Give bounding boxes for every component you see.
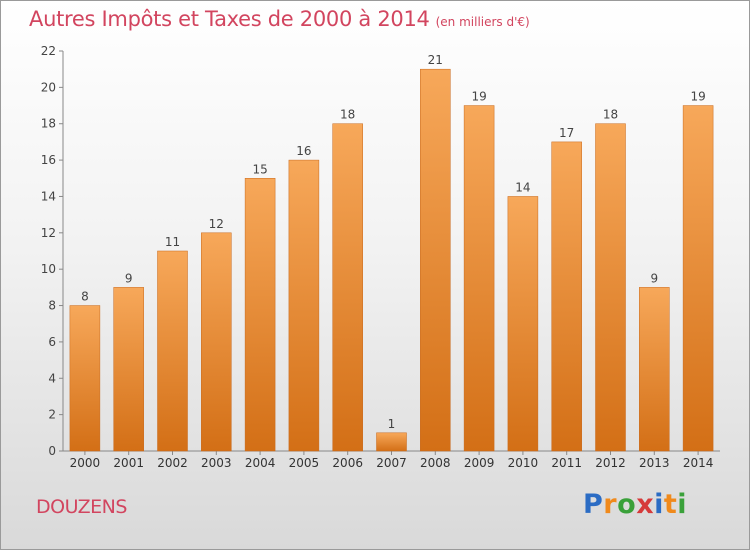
value-label-2012: 18	[603, 108, 618, 122]
x-tick-label-2004: 2004	[245, 456, 276, 470]
y-tick-label: 12	[41, 226, 56, 240]
x-tick-label-2014: 2014	[683, 456, 714, 470]
x-tick-label-2003: 2003	[201, 456, 232, 470]
bar-2002	[157, 250, 188, 452]
bar-2007	[376, 432, 407, 452]
value-label-2000: 8	[81, 290, 89, 304]
proxiti-logo[interactable]: Proxiti	[583, 489, 687, 520]
logo-letter: P	[583, 489, 604, 520]
x-tick-label-2006: 2006	[332, 456, 363, 470]
x-tick-label-2005: 2005	[289, 456, 320, 470]
logo-letter: o	[617, 489, 637, 520]
bars: 8 9 11 12 15 16 18 1 21 19 14 17 18 9 19	[69, 53, 714, 452]
x-tick-label-2007: 2007	[376, 456, 407, 470]
logo-letter: i	[677, 489, 688, 520]
title-row: Autres Impôts et Taxes de 2000 à 2014 (en…	[29, 7, 530, 31]
y-tick-label: 16	[41, 153, 56, 167]
y-tick-label: 4	[48, 371, 56, 385]
value-label-2001: 9	[125, 271, 133, 285]
value-label-2002: 11	[165, 235, 180, 249]
x-tick-label-2008: 2008	[420, 456, 451, 470]
x-tick-label-2001: 2001	[113, 456, 144, 470]
bar-2014	[682, 105, 714, 452]
value-label-2009: 19	[471, 90, 486, 104]
logo-letter: r	[603, 489, 618, 520]
bar-2008	[420, 68, 451, 452]
y-tick-label: 2	[48, 408, 56, 422]
bar-2003	[201, 232, 232, 452]
bar-2012	[595, 123, 626, 452]
x-tick-label-2011: 2011	[551, 456, 582, 470]
bar-2006	[332, 123, 363, 452]
commune-name: DOUZENS	[36, 496, 127, 518]
bar-2009	[463, 105, 495, 452]
y-tick-label: 20	[41, 80, 56, 94]
bar-2010	[507, 196, 539, 452]
bar-2004	[244, 178, 276, 452]
bar-2001	[113, 287, 144, 452]
value-label-2005: 16	[296, 144, 311, 158]
y-tick-label: 8	[48, 299, 56, 313]
chart-title: Autres Impôts et Taxes de 2000 à 2014	[29, 7, 430, 31]
bar-2011	[551, 141, 582, 452]
logo-letter: t	[663, 489, 678, 520]
value-label-2006: 18	[340, 108, 355, 122]
logo-letter: x	[636, 489, 655, 520]
value-label-2011: 17	[559, 126, 574, 140]
x-tick-label-2000: 2000	[70, 456, 101, 470]
y-tick-label: 14	[41, 189, 56, 203]
x-tick-label-2009: 2009	[464, 456, 495, 470]
y-tick-label: 18	[41, 117, 56, 131]
bar-2013	[639, 287, 670, 452]
logo-letter: i	[654, 489, 664, 520]
value-label-2003: 12	[209, 217, 224, 231]
y-tick-label: 22	[41, 44, 56, 58]
value-label-2010: 14	[515, 180, 530, 194]
value-label-2004: 15	[252, 162, 267, 176]
bar-2005	[288, 159, 320, 452]
y-tick-label: 10	[41, 262, 56, 276]
x-tick-label-2012: 2012	[595, 456, 626, 470]
value-label-2007: 1	[388, 417, 396, 431]
y-tick-label: 0	[48, 444, 56, 458]
y-tick-label: 6	[48, 335, 56, 349]
value-label-2014: 19	[690, 90, 705, 104]
bar-2000	[69, 305, 101, 452]
x-tick-label-2002: 2002	[157, 456, 188, 470]
value-label-2008: 21	[428, 53, 443, 67]
x-tick-label-2013: 2013	[639, 456, 670, 470]
value-label-2013: 9	[650, 271, 658, 285]
x-tick-label-2010: 2010	[508, 456, 539, 470]
chart-unit: (en milliers d'€)	[435, 15, 530, 29]
